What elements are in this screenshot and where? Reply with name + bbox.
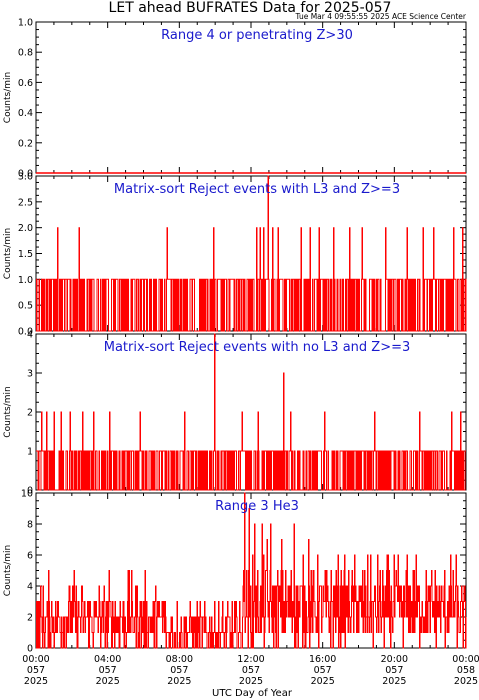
y-tick-label: 1.5	[18, 249, 33, 260]
y-axis-label: Counts/min	[3, 545, 13, 596]
y-tick-label: 0.8	[18, 48, 33, 59]
panel-frame	[35, 21, 467, 174]
y-tick-label: 8	[27, 520, 33, 531]
y-tick-label: 6	[27, 551, 33, 562]
x-tick-label: 057	[99, 665, 117, 676]
y-tick-label: 2	[27, 613, 33, 624]
x-tick-label: 08:00	[166, 654, 193, 665]
panel-3: 0 1 2 3 4 Counts/min Matrix-sort Reject events…	[3, 330, 467, 497]
y-tick-label: 10	[21, 489, 33, 500]
x-tick-label: 2025	[382, 676, 406, 687]
x-tick-label: 2025	[24, 676, 48, 687]
x-tick-label: 00:00	[452, 654, 479, 665]
y-tick-label: 0.0	[18, 327, 33, 338]
x-axis: 00:00057202504:00057202508:00057202512:0…	[22, 654, 479, 687]
panel-title: Range 4 or penetrating Z>30	[161, 28, 353, 43]
timestamp: Tue Mar 4 09:55:55 2025 ACE Science Cent…	[295, 12, 467, 21]
series-line	[36, 175, 467, 332]
x-tick-label: 2025	[96, 676, 120, 687]
y-tick-label: 4	[27, 330, 33, 341]
y-tick-label: 3.0	[18, 172, 33, 183]
y-tick-label: 0.6	[18, 78, 33, 89]
panel-title: Range 3 He3	[215, 499, 299, 514]
series-line	[36, 333, 466, 491]
y-tick-label: 1.0	[18, 18, 33, 29]
y-axis-label: Counts/min	[3, 386, 13, 437]
x-tick-label: 20:00	[381, 654, 408, 665]
panel-1: 0.0 0.2 0.4 0.6 0.8 1.0 Counts/min Range 4 or p…	[3, 18, 467, 180]
x-tick-label: 16:00	[309, 654, 336, 665]
panel-title: Matrix-sort Reject events with no L3 and…	[104, 340, 411, 355]
x-tick-label: 12:00	[237, 654, 264, 665]
x-tick-label: 2025	[311, 676, 335, 687]
panels: 0.0 0.2 0.4 0.6 0.8 1.0 Counts/min Range 4 or p…	[3, 18, 467, 655]
y-tick-label: 0.5	[18, 301, 33, 312]
panel-2: 0.0 0.5 1.0 1.5 2.0 2.5 3.0 Counts/min Matrix-so…	[3, 172, 467, 338]
y-tick-label: 3	[27, 369, 33, 380]
y-tick-label: 2.0	[18, 223, 33, 234]
y-tick-label: 0	[27, 486, 33, 497]
y-tick-label: 4	[27, 582, 33, 593]
x-tick-label: 057	[242, 665, 260, 676]
x-tick-label: 058	[457, 665, 475, 676]
x-tick-label: 057	[170, 665, 188, 676]
series-line	[36, 492, 467, 649]
panel-4: 0 2 4 6 8 10 Counts/min Range 3 He3	[3, 489, 467, 655]
y-tick-label: 0	[27, 644, 33, 655]
x-tick-label: 2025	[239, 676, 263, 687]
x-axis-label: UTC Day of Year	[212, 688, 293, 699]
y-axis-label: Counts/min	[3, 72, 13, 123]
chart-title: LET ahead BUFRATES Data for 2025-057	[109, 0, 392, 16]
x-tick-label: 00:00	[22, 654, 49, 665]
y-tick-label: 1.0	[18, 275, 33, 286]
y-tick-label: 2.5	[18, 197, 33, 208]
x-tick-label: 04:00	[94, 654, 121, 665]
x-tick-label: 2025	[454, 676, 478, 687]
y-tick-label: 1	[27, 447, 33, 458]
x-tick-label: 2025	[167, 676, 191, 687]
panel-title: Matrix-sort Reject events with L3 and Z>…	[114, 182, 400, 197]
x-tick-label: 057	[314, 665, 332, 676]
y-tick-label: 0.4	[18, 108, 33, 119]
y-tick-label: 0.2	[18, 138, 33, 149]
x-tick-label: 057	[27, 665, 45, 676]
x-tick-label: 057	[385, 665, 403, 676]
y-tick-label: 2	[27, 408, 33, 419]
y-axis-label: Counts/min	[3, 228, 13, 279]
y-tick-label: 0.0	[18, 169, 33, 180]
